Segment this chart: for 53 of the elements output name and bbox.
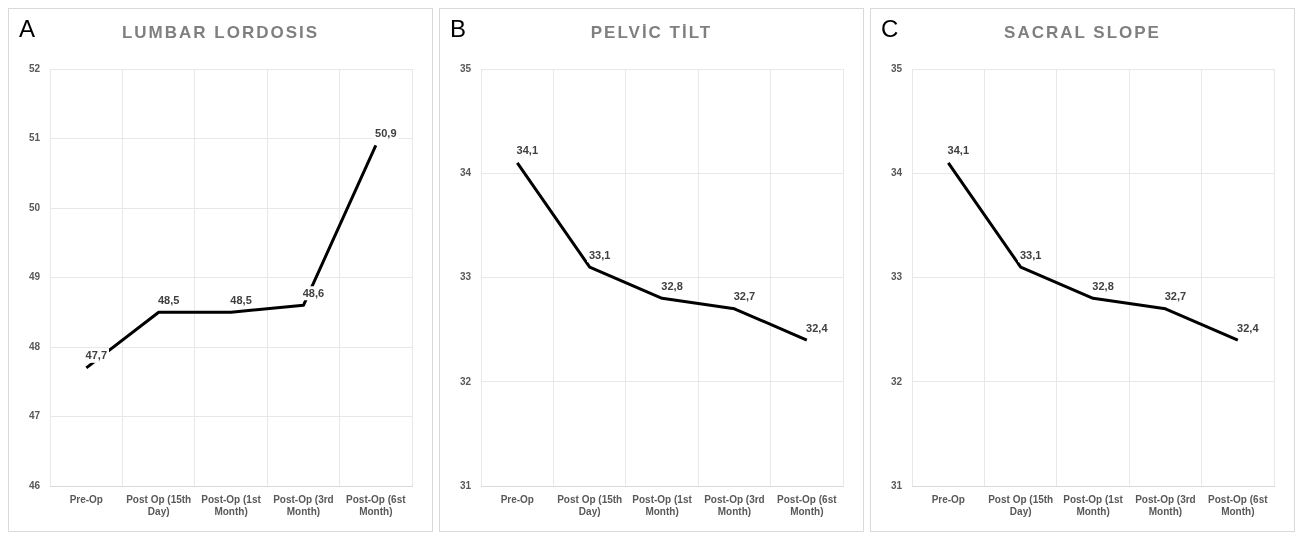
data-label: 32,8 <box>661 279 683 292</box>
y-tick-label: 35 <box>891 62 903 74</box>
data-label: 48,5 <box>230 293 252 306</box>
x-tick-label: Post-Op (1st Month) <box>632 493 693 517</box>
y-tick-label: 47 <box>29 410 41 422</box>
data-label: 32,7 <box>733 290 756 303</box>
data-label: 34,1 <box>516 144 539 157</box>
data-label: 47,7 <box>85 349 108 362</box>
y-tick-label: 46 <box>29 479 41 491</box>
data-label: 33,1 <box>1019 248 1042 261</box>
x-tick-label: Pre-Op <box>931 493 965 505</box>
y-tick-label: 35 <box>460 62 472 74</box>
y-tick-label: 32 <box>460 375 472 387</box>
text: B <box>450 15 467 43</box>
chart-title: LUMBAR LORDOSIS <box>121 23 320 42</box>
x-tick-label: Post-Op (3rd Month) <box>1135 493 1196 517</box>
y-tick-label: 51 <box>29 132 41 144</box>
data-label: 50,9 <box>375 126 397 139</box>
y-tick-label: 49 <box>29 271 41 283</box>
y-tick-label: 50 <box>29 201 41 213</box>
x-tick-label: Pre-Op <box>500 493 534 505</box>
text: C <box>881 15 899 43</box>
y-tick-label: 32 <box>891 375 903 387</box>
x-tick-label: Post Op (15th Day) <box>557 493 623 517</box>
data-label: 34,1 <box>947 144 970 157</box>
text: A <box>19 15 36 43</box>
y-tick-label: 31 <box>460 479 472 491</box>
x-tick-label: Pre-Op <box>69 493 103 505</box>
data-label: 32,4 <box>806 321 829 334</box>
data-label: 48,6 <box>302 286 325 299</box>
x-tick-label: Post Op (15th Day) <box>126 493 192 517</box>
y-tick-label: 34 <box>460 167 472 178</box>
y-tick-label: 52 <box>29 62 41 74</box>
chart-title: SACRAL SLOPE <box>1004 23 1161 42</box>
y-tick-label: 33 <box>891 271 903 283</box>
x-tick-label: Post Op (15th Day) <box>988 493 1054 517</box>
y-tick-label: 34 <box>891 167 903 178</box>
data-label: 32,8 <box>1092 279 1114 292</box>
y-tick-label: 31 <box>891 479 903 491</box>
y-tick-label: 33 <box>460 271 472 283</box>
x-tick-label: Post-Op (6st Month) <box>1208 493 1269 517</box>
data-label: 32,7 <box>1164 290 1187 303</box>
x-tick-label: Post-Op (1st Month) <box>201 493 262 517</box>
x-tick-label: Post-Op (1st Month) <box>1063 493 1124 517</box>
data-label: 48,5 <box>157 293 180 306</box>
data-label: 32,4 <box>1237 321 1260 334</box>
chart-title: PELVİC TİLT <box>590 23 713 42</box>
x-tick-label: Post-Op (6st Month) <box>346 493 407 517</box>
x-tick-label: Post-Op (3rd Month) <box>273 493 334 517</box>
x-tick-label: Post-Op (6st Month) <box>777 493 838 517</box>
x-tick-label: Post-Op (3rd Month) <box>704 493 765 517</box>
data-label: 33,1 <box>588 248 611 261</box>
y-tick-label: 48 <box>29 340 41 352</box>
